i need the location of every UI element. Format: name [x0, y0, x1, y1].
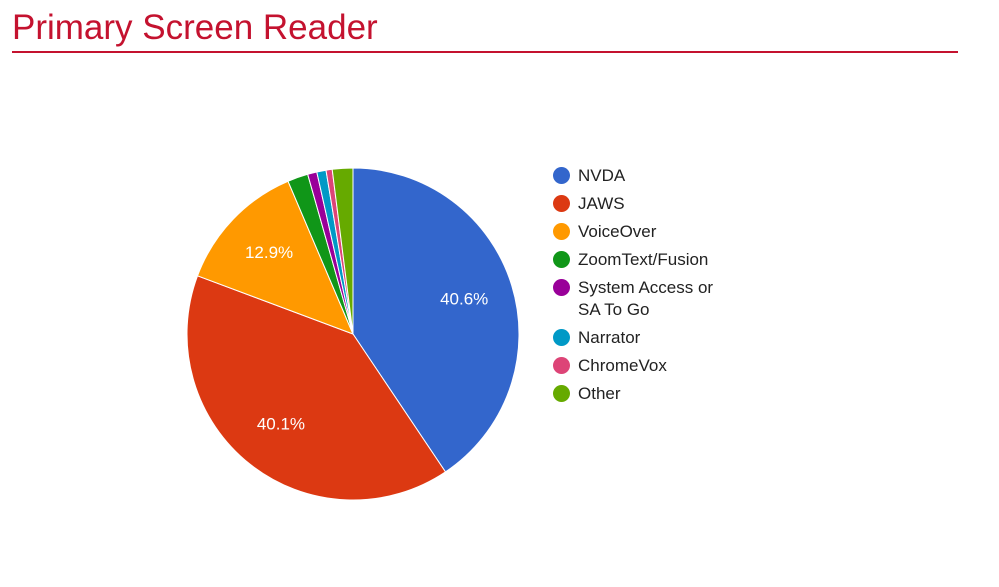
legend-item: ZoomText/Fusion [553, 249, 733, 271]
legend-item: ChromeVox [553, 355, 733, 377]
legend-swatch [553, 223, 570, 240]
legend-item: Other [553, 383, 733, 405]
legend-swatch [553, 279, 570, 296]
chart-title: Primary Screen Reader [12, 8, 378, 47]
legend-label: VoiceOver [578, 222, 657, 241]
legend-item: Narrator [553, 327, 733, 349]
data-label: 12.9% [245, 243, 293, 262]
data-label: 40.1% [257, 415, 305, 434]
pie-slice [331, 167, 354, 335]
legend-item: System Access or SA To Go [553, 277, 733, 321]
pie-slice [196, 180, 354, 335]
legend-item: NVDA [553, 165, 733, 187]
legend-swatch [553, 357, 570, 374]
legend-label: ChromeVox [578, 356, 667, 375]
pie-slice [352, 167, 520, 473]
pie-slice [186, 275, 447, 501]
legend-label: ZoomText/Fusion [578, 250, 709, 269]
title-rule [12, 51, 958, 53]
legend-swatch [553, 195, 570, 212]
legend: NVDA JAWS VoiceOver ZoomText/Fusion System A… [553, 165, 733, 411]
legend-label: System Access or SA To Go [578, 278, 714, 319]
legend-item: JAWS [553, 193, 733, 215]
legend-label: Other [578, 384, 621, 403]
legend-swatch [553, 329, 570, 346]
legend-swatch [553, 167, 570, 184]
legend-swatch [553, 385, 570, 402]
legend-label: JAWS [578, 194, 625, 213]
legend-label: NVDA [578, 166, 626, 185]
data-label: 40.6% [440, 290, 488, 309]
legend-item: VoiceOver [553, 221, 733, 243]
legend-label: Narrator [578, 328, 641, 347]
legend-swatch [553, 251, 570, 268]
